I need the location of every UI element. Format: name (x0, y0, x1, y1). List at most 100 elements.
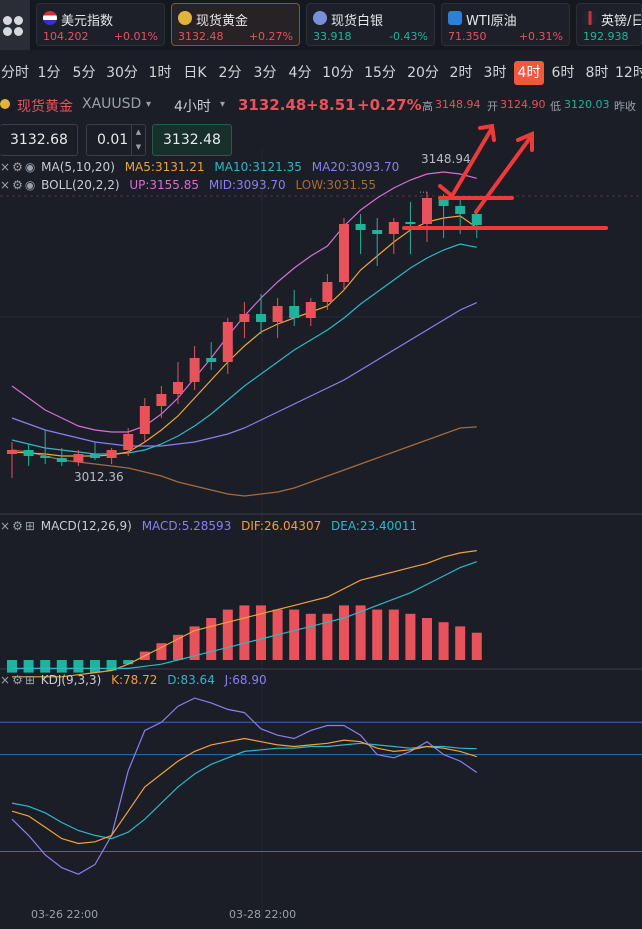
quote-card-spot-silver[interactable]: 现货白银 33.918 -0.43% (306, 3, 435, 46)
candle-body (438, 198, 449, 206)
tab-period[interactable]: 12时 (615, 65, 642, 81)
macd-bar (173, 634, 183, 660)
macd-bar (7, 660, 17, 673)
candle-body (289, 306, 300, 318)
expand-icon[interactable]: ⊞ (24, 673, 35, 687)
visibility-icon[interactable]: ◉ (24, 160, 36, 174)
settings-icon[interactable]: ⚙ (12, 178, 23, 192)
chevron-down-icon[interactable]: ▾ (220, 99, 226, 110)
prev-close-label: 昨收 (614, 100, 636, 113)
tab-period[interactable]: 2时 (449, 65, 473, 81)
symbol-name[interactable]: 现货黄金 (17, 99, 73, 115)
macd-bar (189, 626, 200, 660)
candle-body (189, 358, 200, 382)
macd-legend: × ⚙ ⊞ MACD(12,26,9) MACD:5.28593 DIF:26.04… (0, 519, 423, 533)
candle-body (90, 454, 100, 458)
tab-period[interactable]: 5分 (72, 65, 96, 81)
boll-legend-name: BOLL(20,2,2) (41, 178, 120, 192)
boll-up-value: UP:3155.85 (129, 178, 200, 192)
candle-body (173, 382, 183, 394)
tab-period[interactable]: 3分 (253, 65, 277, 81)
tab-period[interactable]: 分时 (1, 65, 29, 81)
collapse-icon[interactable]: × (0, 519, 11, 533)
tab-period[interactable]: 1时 (148, 65, 172, 81)
macd-bar (90, 660, 100, 673)
buy-price-box[interactable]: 3132.48 (152, 124, 232, 156)
tab-period[interactable]: 20分 (407, 65, 439, 81)
sell-price-box[interactable]: 3132.68 (0, 124, 78, 156)
symbol-header: 现货黄金 XAUUSD ▾ 4小时 ▾ 3132.48 +8.51 +0.27%… (0, 92, 642, 118)
price-change: +8.51 (306, 96, 356, 114)
symbol-code[interactable]: XAUUSD (82, 96, 142, 112)
boll-low-value: LOW:3031.55 (295, 178, 377, 192)
macd-bar (73, 660, 84, 673)
up-arrow-annotation (438, 126, 494, 200)
tab-period[interactable]: 30分 (106, 65, 138, 81)
macd-value: MACD:5.28593 (141, 519, 232, 533)
macd-bar (256, 605, 266, 660)
ma10-line (11, 243, 477, 455)
tab-period[interactable]: 日K (183, 65, 207, 81)
ma20-value: MA20:3093.70 (311, 160, 400, 174)
low-label: 低 (550, 100, 561, 113)
quote-card-usd-index[interactable]: 美元指数 104.202 +0.01% (36, 3, 165, 46)
tab-period[interactable]: 8时 (585, 65, 609, 81)
candle-body (40, 456, 51, 458)
candle-body (139, 406, 150, 434)
candle-body (322, 282, 333, 302)
macd-bar (123, 660, 134, 665)
quote-card-gbp-jpy[interactable]: 英镑/日 192.938 (576, 3, 642, 46)
lot-stepper-icon[interactable]: ▲ ▼ (131, 125, 145, 155)
macd-bar (388, 609, 399, 660)
last-price: 3132.48 (238, 96, 307, 114)
candle-body (206, 358, 217, 362)
period-selector[interactable]: 4小时 (174, 99, 211, 115)
ma20-line (11, 302, 478, 447)
expand-icon[interactable]: ⊞ (24, 519, 35, 533)
visibility-icon[interactable]: ◉ (24, 178, 36, 192)
high-value: 3148.94 (435, 98, 481, 111)
candle-body (106, 450, 117, 458)
settings-icon[interactable]: ⚙ (12, 673, 23, 687)
app-menu-icon[interactable] (0, 0, 30, 50)
macd-bar (239, 605, 250, 660)
arrow-head-annotation (516, 130, 534, 152)
collapse-icon[interactable]: × (0, 673, 11, 687)
tab-period[interactable]: 2分 (218, 65, 242, 81)
silver-icon (313, 11, 327, 25)
dea-value: DEA:23.40011 (331, 519, 418, 533)
settings-icon[interactable]: ⚙ (12, 160, 23, 174)
candle-body (56, 458, 67, 462)
dif-line (12, 550, 477, 678)
candle-body (7, 450, 17, 454)
tab-period[interactable]: 3时 (483, 65, 507, 81)
macd-bar (422, 618, 432, 660)
tab-period[interactable]: 4分 (288, 65, 312, 81)
quote-card-wti-oil[interactable]: WTI原油 71.350 +0.31% (441, 3, 570, 46)
kdj-k-line (11, 737, 477, 845)
tab-period[interactable]: 6时 (551, 65, 575, 81)
macd-bar (339, 605, 349, 660)
chevron-down-icon[interactable]: ▾ (146, 99, 152, 110)
boll-mid-value: MID:3093.70 (208, 178, 286, 192)
kdj-k-value: K:78.72 (111, 673, 158, 687)
boll-legend: × ⚙ ◉ BOLL(20,2,2) UP:3155.85 MID:3093.70 … (0, 178, 382, 192)
collapse-icon[interactable]: × (0, 160, 11, 174)
up-arrow-annotation (474, 136, 532, 214)
tab-period[interactable]: 10分 (322, 65, 354, 81)
tab-period[interactable]: 1分 (37, 65, 61, 81)
quote-strip: 美元指数 104.202 +0.01% 现货黄金 3132.48 +0.27% … (0, 0, 642, 50)
macd-bar (471, 632, 482, 660)
quote-card-spot-gold[interactable]: 现货黄金 3132.48 +0.27% (171, 3, 300, 46)
tab-period[interactable]: 4时 (514, 61, 544, 85)
lot-input[interactable]: 0.01 ▲ ▼ (86, 124, 146, 156)
settings-icon[interactable]: ⚙ (12, 519, 23, 533)
macd-bar (56, 660, 67, 673)
lot-value: 0.01 (97, 132, 129, 148)
arrow-head-annotation (478, 123, 496, 142)
macd-bar (438, 622, 449, 660)
candle-body (272, 306, 283, 322)
collapse-icon[interactable]: × (0, 178, 11, 192)
tab-period[interactable]: 15分 (364, 65, 396, 81)
